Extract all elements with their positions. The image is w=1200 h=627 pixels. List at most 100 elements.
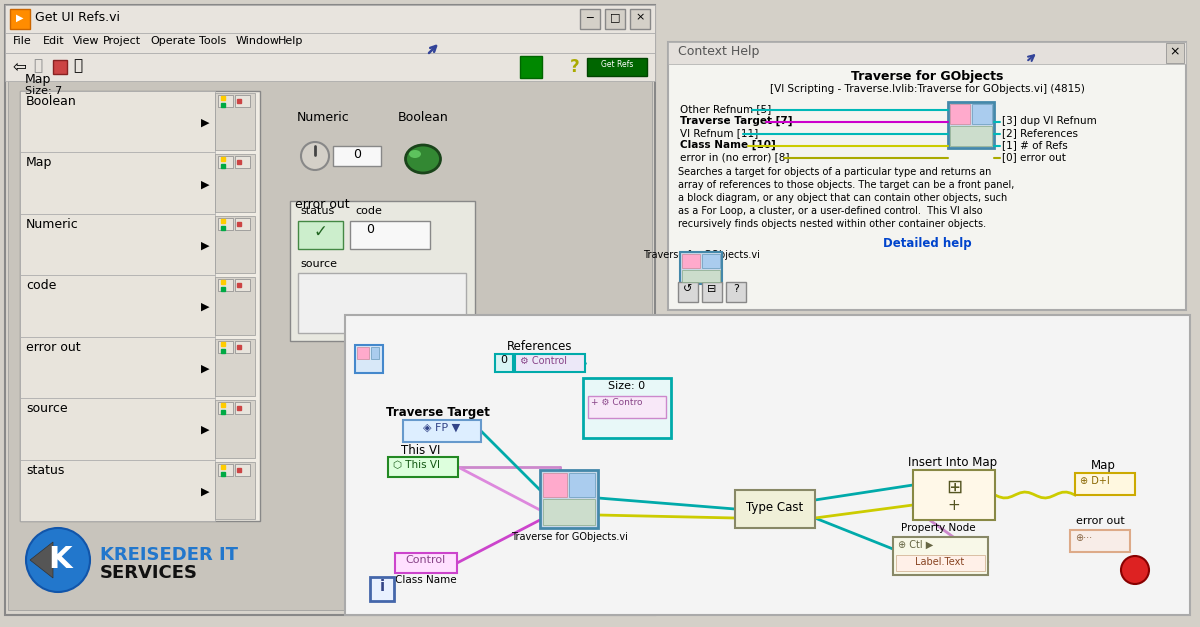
Bar bbox=[682, 270, 720, 282]
Bar bbox=[355, 345, 383, 373]
Bar bbox=[948, 102, 994, 148]
Text: +: + bbox=[948, 498, 960, 513]
Text: Class Name: Class Name bbox=[395, 575, 457, 585]
Text: [0] error out: [0] error out bbox=[1002, 152, 1066, 162]
Text: ▶: ▶ bbox=[200, 302, 209, 312]
Text: Help: Help bbox=[277, 36, 302, 46]
Bar bbox=[215, 93, 256, 150]
Text: Type Cast: Type Cast bbox=[746, 501, 804, 514]
Bar bbox=[583, 378, 671, 438]
Bar bbox=[10, 9, 30, 29]
Bar bbox=[1166, 43, 1184, 63]
Text: ⊕ D+I: ⊕ D+I bbox=[1080, 476, 1110, 486]
Bar bbox=[702, 254, 720, 268]
Text: KREISEDER IT: KREISEDER IT bbox=[100, 546, 238, 564]
Bar bbox=[668, 42, 1186, 310]
Bar bbox=[298, 221, 343, 249]
Text: array of references to those objects. The target can be a front panel,: array of references to those objects. Th… bbox=[678, 180, 1014, 190]
Text: Get UI Refs.vi: Get UI Refs.vi bbox=[35, 11, 120, 24]
Bar bbox=[678, 282, 698, 302]
Text: ?: ? bbox=[570, 58, 580, 76]
Bar bbox=[20, 91, 215, 152]
Bar bbox=[542, 499, 595, 525]
Text: Numeric: Numeric bbox=[26, 218, 79, 231]
Bar bbox=[5, 5, 655, 615]
Text: Edit: Edit bbox=[43, 36, 65, 46]
Text: Size: 0: Size: 0 bbox=[608, 381, 646, 391]
Bar bbox=[5, 33, 655, 53]
Bar bbox=[20, 91, 260, 521]
Bar bbox=[235, 340, 250, 353]
Bar bbox=[334, 146, 382, 166]
Text: source: source bbox=[26, 402, 67, 415]
Text: recursively finds objects nested within other container objects.: recursively finds objects nested within … bbox=[678, 219, 986, 229]
Bar bbox=[588, 396, 666, 418]
Bar bbox=[605, 9, 625, 29]
Bar bbox=[215, 461, 256, 519]
Text: error out: error out bbox=[295, 198, 349, 211]
Bar bbox=[20, 275, 215, 337]
Text: ⚙ Control: ⚙ Control bbox=[520, 356, 568, 366]
Text: ⊟: ⊟ bbox=[707, 284, 716, 294]
Bar bbox=[1075, 473, 1135, 495]
Text: Size: 7: Size: 7 bbox=[25, 86, 62, 96]
Bar bbox=[734, 490, 815, 528]
Bar bbox=[350, 221, 430, 249]
Bar bbox=[388, 457, 458, 477]
Text: status: status bbox=[300, 206, 335, 216]
Circle shape bbox=[26, 528, 90, 592]
Text: This VI: This VI bbox=[401, 444, 440, 457]
Text: 0: 0 bbox=[500, 355, 508, 365]
Bar bbox=[20, 152, 215, 214]
Text: ✋: ✋ bbox=[34, 58, 42, 73]
Text: Label.Text: Label.Text bbox=[916, 557, 965, 567]
Bar bbox=[218, 340, 233, 353]
Text: status: status bbox=[26, 463, 65, 477]
Text: Get Refs: Get Refs bbox=[601, 60, 634, 69]
Bar bbox=[235, 95, 250, 107]
Bar bbox=[520, 56, 542, 78]
Bar bbox=[218, 95, 233, 107]
Bar bbox=[235, 218, 250, 230]
Text: SERVICES: SERVICES bbox=[100, 564, 198, 582]
Text: ▶: ▶ bbox=[200, 241, 209, 251]
Bar bbox=[20, 337, 215, 398]
Bar bbox=[950, 104, 970, 124]
Text: Window: Window bbox=[235, 36, 280, 46]
Text: code: code bbox=[355, 206, 382, 216]
Bar bbox=[893, 537, 988, 575]
Bar bbox=[542, 473, 568, 497]
Circle shape bbox=[301, 142, 329, 170]
Bar bbox=[218, 402, 233, 414]
Bar bbox=[395, 553, 457, 573]
Text: Traverse for GObjects.vi: Traverse for GObjects.vi bbox=[510, 532, 628, 542]
Circle shape bbox=[1121, 556, 1150, 584]
Text: ↺: ↺ bbox=[683, 284, 692, 294]
Text: Numeric: Numeric bbox=[296, 111, 349, 124]
Text: code: code bbox=[26, 279, 56, 292]
Bar bbox=[346, 315, 1190, 615]
Text: Tools: Tools bbox=[199, 36, 227, 46]
Bar bbox=[580, 9, 600, 29]
Bar bbox=[20, 398, 215, 460]
Text: ⇦: ⇦ bbox=[13, 58, 26, 76]
Text: 0: 0 bbox=[366, 223, 374, 236]
Text: source: source bbox=[300, 259, 337, 269]
Bar bbox=[290, 201, 475, 341]
Text: Operate: Operate bbox=[151, 36, 196, 46]
Bar bbox=[972, 104, 992, 124]
Text: ?: ? bbox=[733, 284, 739, 294]
Text: [2] References: [2] References bbox=[1002, 128, 1078, 138]
Text: [3] dup VI Refnum: [3] dup VI Refnum bbox=[1002, 116, 1097, 126]
Text: ▶: ▶ bbox=[200, 425, 209, 435]
Text: Traverse Target: Traverse Target bbox=[386, 406, 490, 419]
Bar bbox=[215, 277, 256, 335]
Text: ⏸: ⏸ bbox=[73, 58, 82, 73]
Text: error out: error out bbox=[1075, 516, 1124, 526]
Bar bbox=[630, 9, 650, 29]
Text: ×: × bbox=[1170, 45, 1181, 58]
Text: Insert Into Map: Insert Into Map bbox=[908, 456, 997, 469]
Polygon shape bbox=[30, 542, 53, 578]
Text: Traverse for GObjects.vi: Traverse for GObjects.vi bbox=[642, 250, 760, 260]
Bar bbox=[218, 279, 233, 292]
